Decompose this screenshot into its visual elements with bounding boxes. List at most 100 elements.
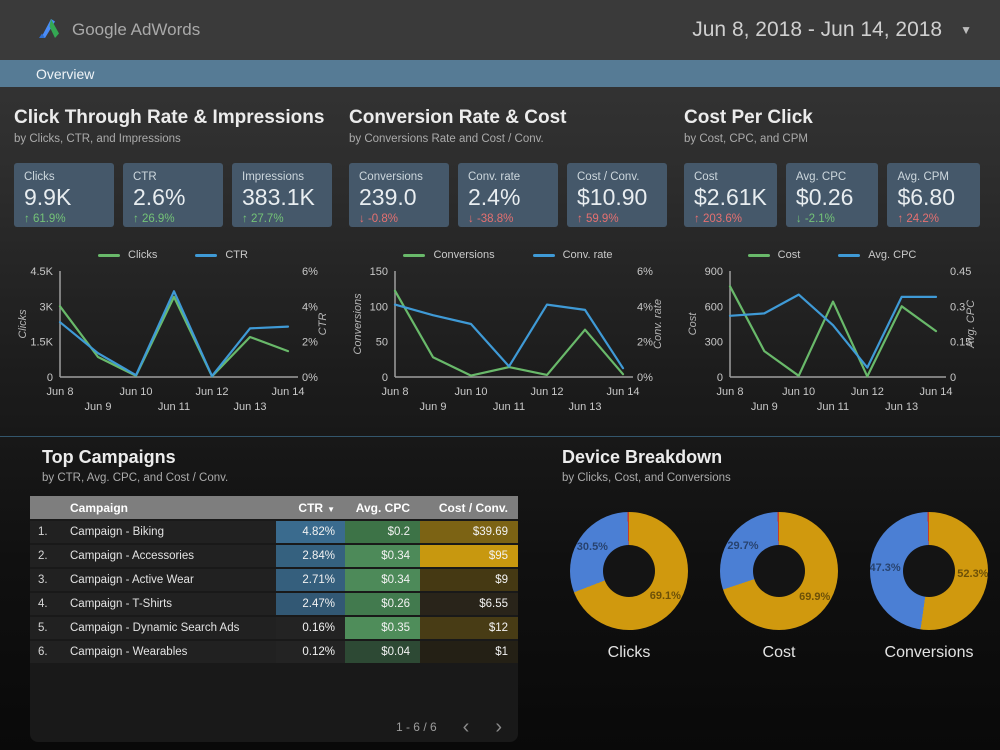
row-avg-cpc: $0.34: [345, 569, 420, 591]
header-ctr-sorted[interactable]: CTR ▼: [298, 500, 335, 515]
svg-text:Jun 8: Jun 8: [382, 386, 409, 398]
legend-item: Cost: [747, 247, 801, 263]
donut-hole: [753, 545, 805, 597]
row-cost-conv: $9: [420, 569, 518, 591]
table-body: 1. Campaign - Biking 4.82% $0.2 $39.69 2. Camp…: [30, 521, 518, 663]
row-ctr: 0.16%: [276, 617, 345, 639]
legend-label: Conversions: [433, 249, 495, 261]
row-cost-conv: $12: [420, 617, 518, 639]
bottom-row: Top Campaigns by CTR, Avg. CPC, and Cost…: [0, 437, 1000, 742]
svg-text:Jun 9: Jun 9: [751, 401, 778, 413]
tab-overview[interactable]: Overview: [36, 65, 95, 82]
svg-text:0: 0: [717, 372, 723, 384]
brand: Google AdWords: [38, 17, 200, 44]
scorecard: Impressions 383.1K ↑ 27.7%: [232, 163, 332, 227]
svg-text:4%: 4%: [302, 301, 318, 313]
svg-text:0: 0: [950, 372, 956, 384]
header-campaign[interactable]: Campaign: [70, 500, 129, 515]
card-label: Cost: [694, 171, 718, 183]
svg-text:Cost: Cost: [687, 312, 699, 336]
section-ctr-impressions: Click Through Rate & Impressions by Clic…: [14, 101, 332, 430]
row-rank: 4.: [30, 593, 58, 615]
svg-text:0%: 0%: [302, 372, 318, 384]
svg-text:Conv. rate: Conv. rate: [652, 299, 664, 349]
legend-label: Conv. rate: [562, 249, 613, 261]
svg-text:Conversions: Conversions: [352, 293, 364, 355]
row-avg-cpc: $0.34: [345, 545, 420, 567]
row-rank: 2.: [30, 545, 58, 567]
row-ctr: 2.47%: [276, 593, 345, 615]
row-avg-cpc: $0.35: [345, 617, 420, 639]
card-value: 383.1K: [242, 184, 315, 210]
card-label: Impressions: [242, 171, 304, 183]
svg-text:0: 0: [382, 372, 388, 384]
header-cost-conv[interactable]: Cost / Conv.: [438, 500, 508, 515]
svg-text:Jun 12: Jun 12: [530, 386, 563, 398]
chart-legend: Conversions Conv. rate: [349, 247, 667, 263]
legend-label: Cost: [777, 249, 801, 261]
svg-text:Jun 9: Jun 9: [85, 401, 112, 413]
legend-label: CTR: [225, 249, 248, 261]
svg-text:Jun 14: Jun 14: [271, 386, 304, 398]
legend-item: Conversions: [403, 247, 495, 263]
devices-title: Device Breakdown: [562, 447, 723, 467]
slice-percent-label: 29.7%: [727, 539, 759, 552]
scorecard: Avg. CPC $0.26 ↓ -2.1%: [785, 163, 879, 227]
date-range-selector[interactable]: Jun 8, 2018 - Jun 14, 2018 ▼: [692, 18, 972, 42]
svg-text:Jun 13: Jun 13: [885, 401, 918, 413]
table-row: 5. Campaign - Dynamic Search Ads 0.16% $0.3…: [30, 617, 518, 639]
row-cost-conv: $39.69: [420, 521, 518, 543]
svg-text:Jun 14: Jun 14: [606, 386, 639, 398]
svg-text:Jun 10: Jun 10: [454, 386, 487, 398]
campaigns-table: Campaign CTR ▼ Avg. CPC Cost / Conv. 1. Ca…: [30, 496, 518, 742]
row-rank: 3.: [30, 569, 58, 591]
scorecards: Clicks 9.9K ↑ 61.9% CTR 2.6% ↑ 26.9% Impressio…: [14, 163, 332, 227]
card-delta: ↑ 27.7%: [242, 213, 284, 225]
row-campaign: Campaign - Accessories: [58, 545, 276, 567]
row-campaign: Campaign - Dynamic Search Ads: [58, 617, 276, 639]
svg-text:Jun 12: Jun 12: [195, 386, 228, 398]
card-value: $0.26: [795, 184, 854, 210]
svg-text:2%: 2%: [637, 337, 653, 349]
legend-line-icon: [98, 253, 121, 257]
row-rank: 5.: [30, 617, 58, 639]
scorecard: Avg. CPM $6.80 ↑ 24.2%: [887, 163, 980, 227]
svg-text:Avg. CPC: Avg. CPC: [965, 300, 977, 349]
table-row: 4. Campaign - T-Shirts 2.47% $0.26 $6.55: [30, 593, 518, 615]
device-breakdown-block: Device Breakdown by Clicks, Cost, and Co…: [562, 447, 988, 742]
row-avg-cpc: $0.04: [345, 641, 420, 663]
legend-line-icon: [532, 253, 555, 257]
donut-hole: [903, 545, 955, 597]
prev-page-button[interactable]: ‹: [462, 716, 470, 738]
section-title: Cost Per Click: [684, 107, 813, 128]
scorecard: Clicks 9.9K ↑ 61.9%: [14, 163, 114, 227]
donut-chart-conversions: 52.3% 47.3% Conversions: [869, 512, 988, 662]
svg-text:Jun 12: Jun 12: [851, 386, 884, 398]
row-cost-conv: $95: [420, 545, 518, 567]
header-avg-cpc[interactable]: Avg. CPC: [355, 500, 410, 515]
svg-text:6%: 6%: [637, 266, 653, 278]
donut-chart-cost: 69.9% 29.7% Cost: [720, 512, 838, 662]
donut-chart-clicks: 69.1% 30.5% Clicks: [570, 512, 688, 662]
adwords-logo-icon: [38, 17, 62, 44]
card-label: Conversions: [359, 171, 423, 183]
scorecards: Cost $2.61K ↑ 203.6% Avg. CPC $0.26 ↓ -2.1% Av…: [684, 163, 980, 227]
table-row: 2. Campaign - Accessories 2.84% $0.34 $95: [30, 545, 518, 567]
card-value: 9.9K: [24, 184, 72, 210]
svg-text:150: 150: [370, 266, 388, 278]
row-ctr: 2.71%: [276, 569, 345, 591]
next-page-button[interactable]: ›: [495, 716, 502, 738]
sort-desc-icon: ▼: [327, 504, 335, 514]
card-label: Cost / Conv.: [577, 171, 640, 183]
card-label: Avg. CPC: [795, 171, 847, 183]
row-rank: 6.: [30, 641, 58, 663]
app-header: Google AdWords Jun 8, 2018 - Jun 14, 201…: [0, 0, 1000, 60]
line-chart-clicks-ctr: 0 1.5K 3K 4.5K 0% 2% 4% 6% Clicks CTR Jun 8 Jun 9 Ju…: [14, 263, 332, 430]
donut-caption: Clicks: [607, 644, 651, 661]
tab-bar: Overview: [0, 60, 1000, 87]
legend-item: Avg. CPC: [838, 247, 916, 263]
card-label: Conv. rate: [468, 171, 521, 183]
donut-hole: [603, 545, 655, 597]
svg-text:1.5K: 1.5K: [30, 337, 53, 349]
